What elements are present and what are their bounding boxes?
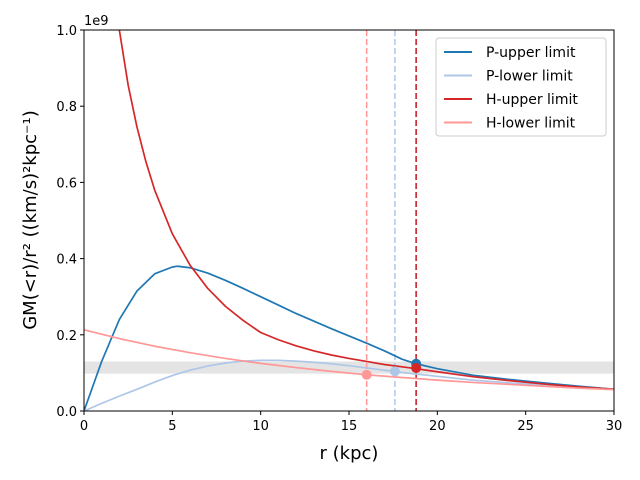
x-tick-label: 25 bbox=[517, 419, 534, 434]
plot-series bbox=[84, 30, 614, 411]
series-line-3 bbox=[118, 30, 614, 391]
x-tick-label: 0 bbox=[80, 419, 88, 434]
series-line-2 bbox=[84, 359, 614, 411]
legend-box bbox=[435, 37, 607, 137]
y-tick-label: 0.0 bbox=[56, 405, 77, 420]
x-tick-label: 20 bbox=[429, 419, 446, 434]
legend: P-upper limit P-lower limit H-upper limit H… bbox=[435, 37, 607, 137]
y-tick-label: 1.0 bbox=[56, 24, 77, 39]
series-marker-2 bbox=[389, 366, 400, 377]
series-line-4 bbox=[84, 329, 614, 391]
y-tick-label: 0.6 bbox=[56, 176, 77, 191]
x-axis-label: r (kpc) bbox=[320, 443, 379, 464]
x-tick-label: 10 bbox=[252, 419, 269, 434]
legend-label-4: H-lower limit bbox=[486, 116, 576, 132]
series-line-1 bbox=[84, 265, 614, 411]
series-marker-3 bbox=[411, 362, 422, 373]
y-tick-label: 0.4 bbox=[56, 253, 77, 268]
series-marker-4 bbox=[361, 369, 372, 380]
x-axis: 0 5 10 15 20 25 30 bbox=[80, 411, 622, 434]
y-axis-label: GM(<r)/r² ((km/s)²kpc⁻¹) bbox=[20, 110, 41, 330]
x-tick-label: 5 bbox=[168, 419, 176, 434]
legend-label-2: P-lower limit bbox=[486, 69, 573, 85]
legend-label-1: P-upper limit bbox=[486, 45, 576, 61]
y-axis: 0.0 0.2 0.4 0.6 0.8 1.0 bbox=[56, 24, 84, 420]
y-tick-label: 0.8 bbox=[56, 100, 77, 115]
shaded-band bbox=[84, 361, 614, 374]
x-tick-label: 30 bbox=[606, 419, 623, 434]
x-tick-label: 15 bbox=[341, 419, 358, 434]
y-offset-text: 1e9 bbox=[84, 14, 109, 29]
plot-area bbox=[84, 30, 614, 411]
legend-label-3: H-upper limit bbox=[486, 92, 578, 108]
y-tick-label: 0.2 bbox=[56, 329, 77, 344]
